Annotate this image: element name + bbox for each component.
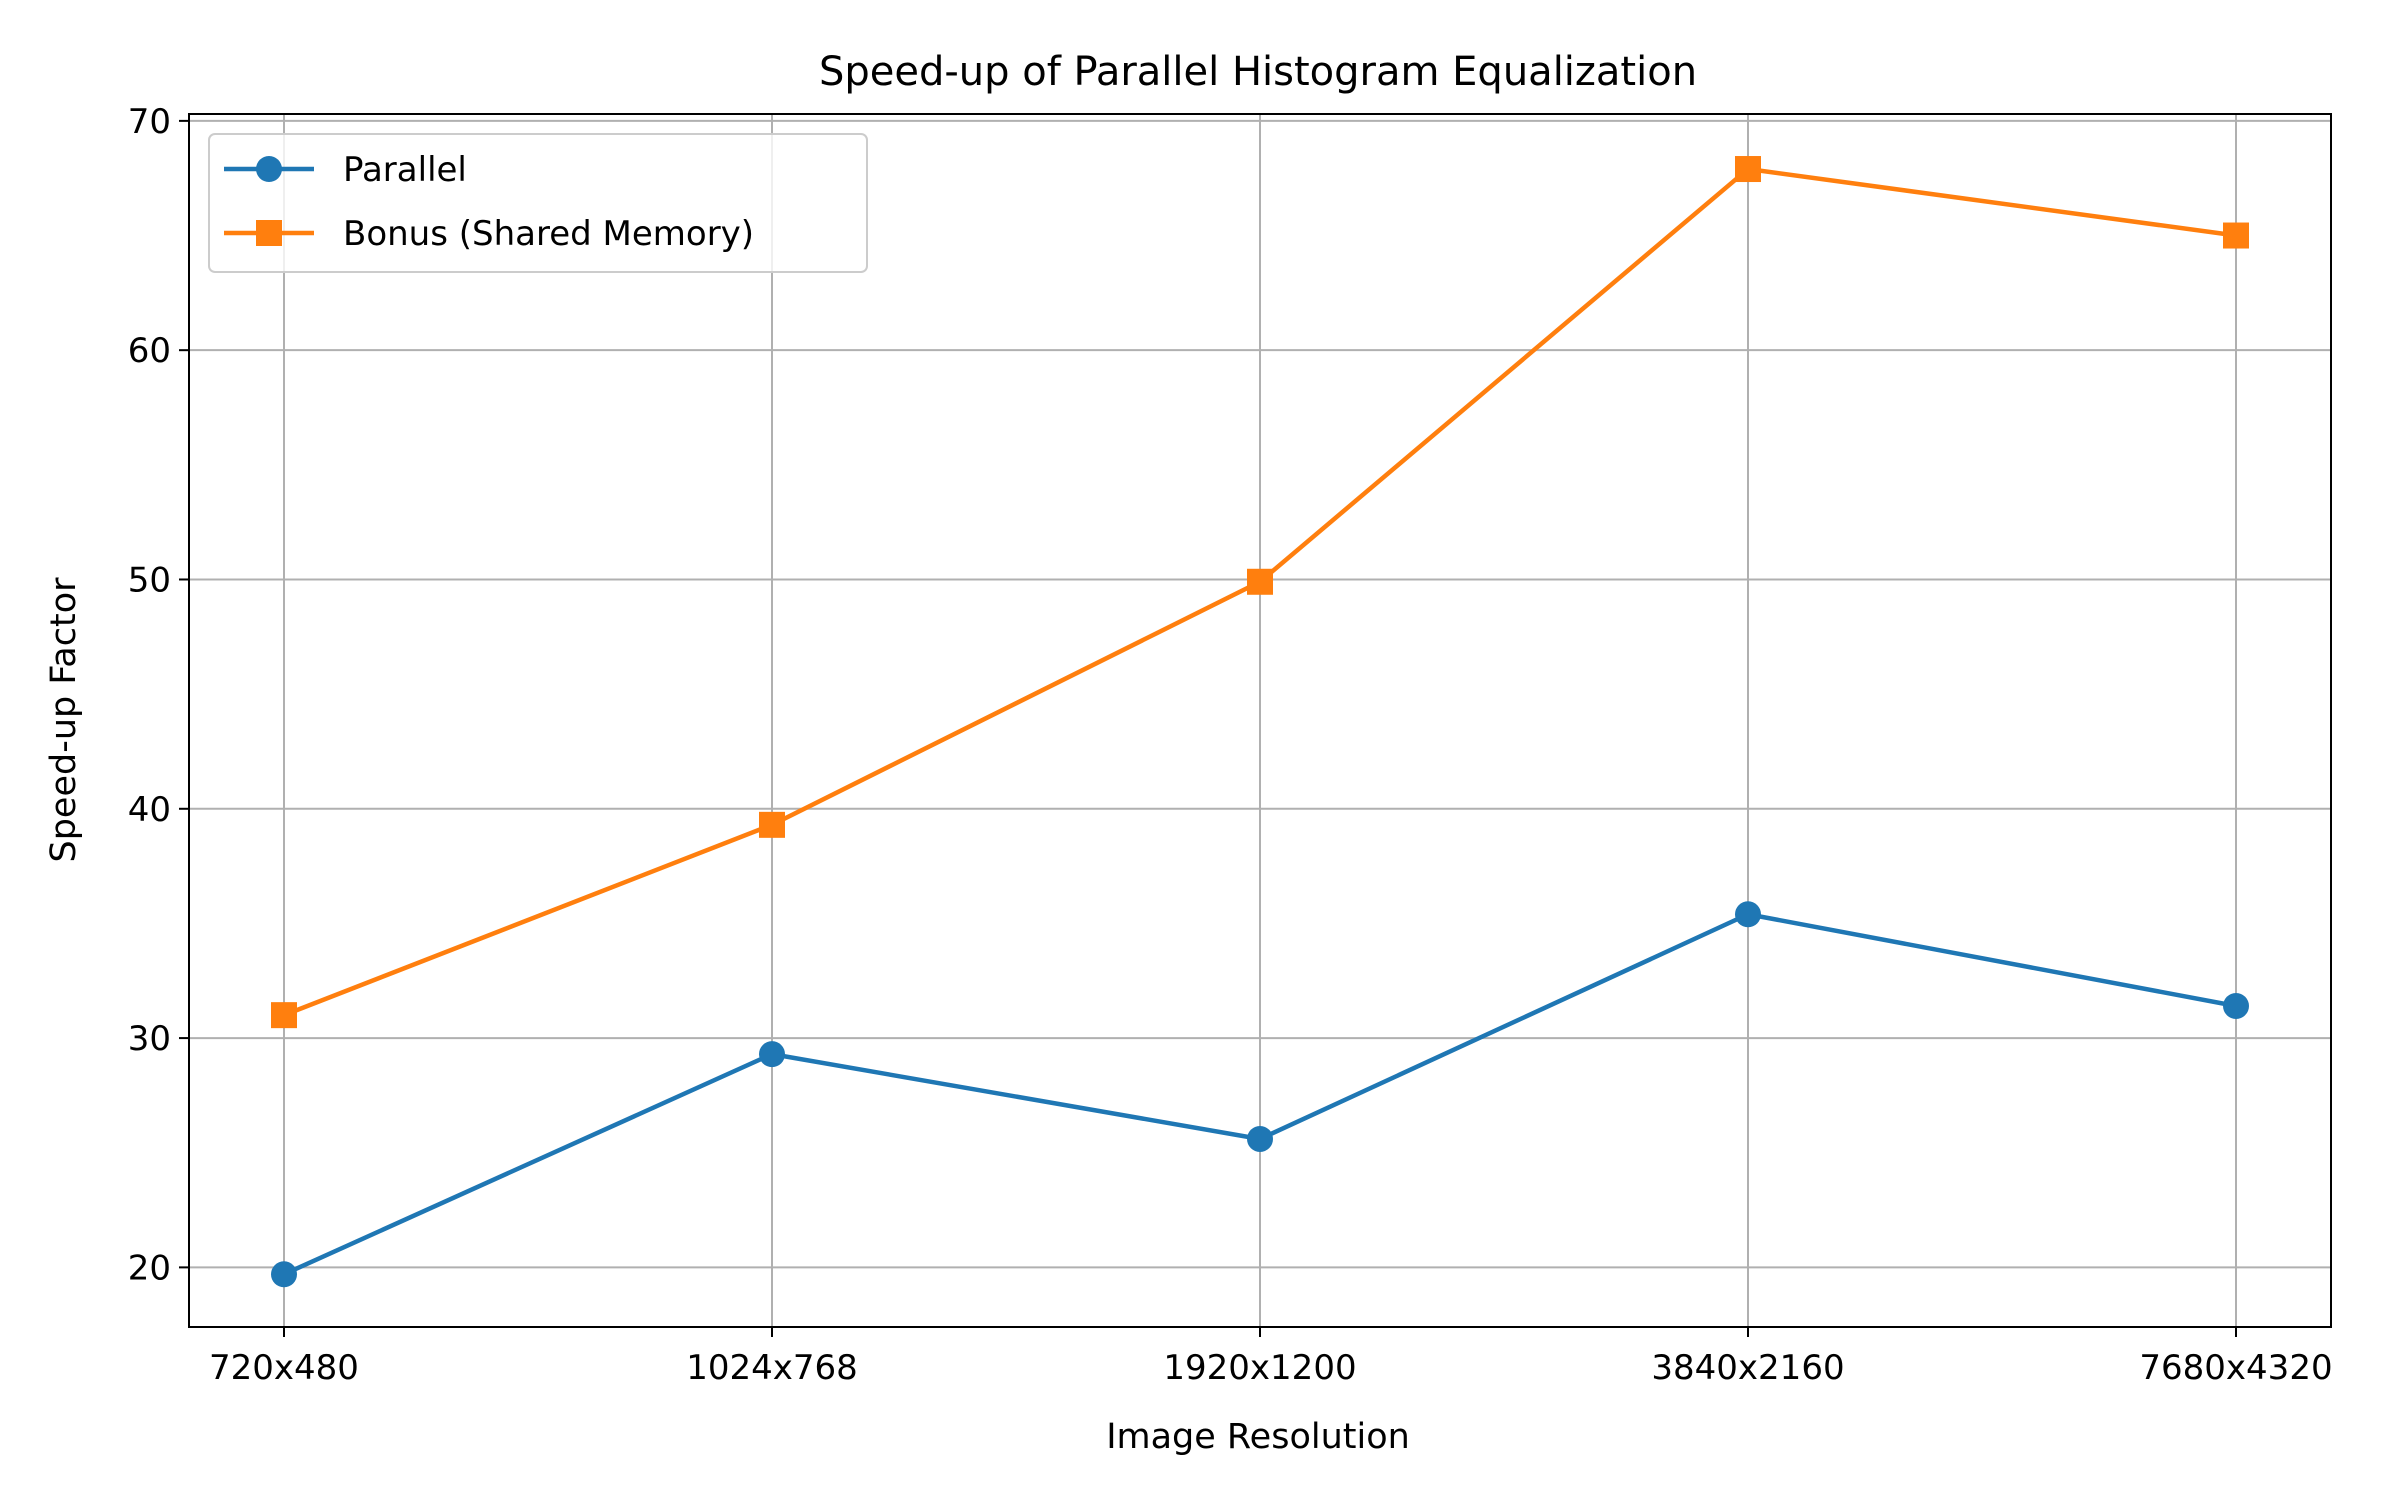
data-point (271, 1261, 297, 1288)
y-tick-label: 70 (128, 102, 171, 142)
legend-entry: Parallel (224, 150, 467, 190)
data-point (2223, 222, 2249, 249)
y-tick-label: 40 (128, 790, 171, 830)
legend-marker (256, 156, 282, 182)
x-tick-label: 1920x1200 (1163, 1348, 1356, 1388)
y-tick-label: 30 (128, 1019, 171, 1059)
y-axis-label: Speed-up Factor (44, 577, 84, 863)
data-point (759, 811, 785, 838)
data-point (271, 1002, 297, 1029)
x-tick-label: 1024x768 (686, 1348, 858, 1388)
series-layer (271, 156, 2249, 1288)
legend-label: Parallel (343, 150, 467, 190)
legend: Parallel Bonus (Shared Memory) (208, 133, 868, 273)
y-tick-label: 50 (128, 560, 171, 600)
data-point (1735, 156, 1761, 183)
x-tick-label: 7680x4320 (2139, 1348, 2332, 1388)
y-axis: 20 30 40 50 60 70 (128, 102, 189, 1288)
legend-box (208, 133, 868, 273)
data-point (1247, 1125, 1273, 1152)
data-point (2223, 992, 2249, 1019)
y-tick-label: 20 (128, 1248, 171, 1288)
legend-entry: Bonus (Shared Memory) (224, 214, 754, 254)
x-tick-label: 3840x2160 (1651, 1348, 1844, 1388)
y-tick-label: 60 (128, 331, 171, 371)
series-1 (271, 901, 2249, 1288)
x-axis-label: Image Resolution (1106, 1417, 1410, 1457)
legend-marker (256, 220, 282, 246)
data-point (759, 1041, 785, 1068)
series-2 (271, 156, 2249, 1029)
data-point (1247, 568, 1273, 595)
legend-label: Bonus (Shared Memory) (343, 214, 754, 254)
data-point (1735, 901, 1761, 928)
chart-title: Speed-up of Parallel Histogram Equalizat… (819, 49, 1697, 95)
x-axis: 720x480 1024x768 1920x1200 3840x2160 7680x43… (209, 1327, 2333, 1388)
x-tick-label: 720x480 (209, 1348, 359, 1388)
